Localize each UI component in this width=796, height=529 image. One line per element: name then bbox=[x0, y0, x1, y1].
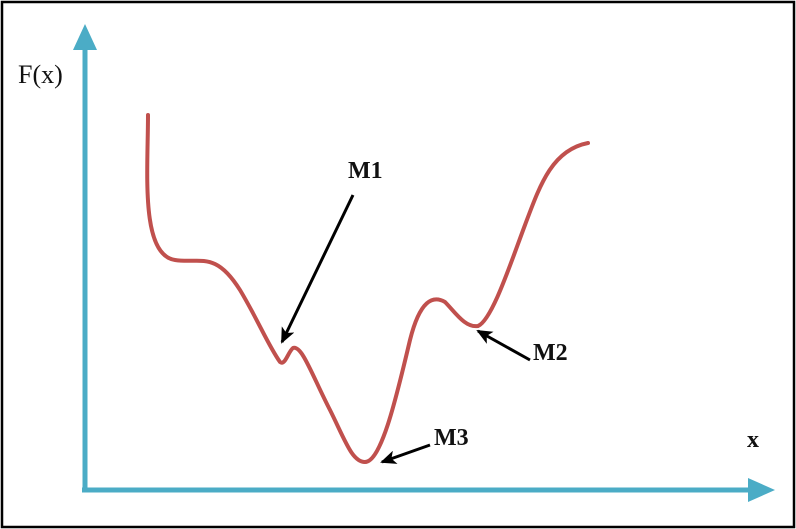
m1-arrow bbox=[280, 194, 355, 344]
m2-arrow bbox=[476, 329, 531, 362]
m3-label: M3 bbox=[434, 425, 469, 451]
y-axis-arrowhead bbox=[73, 24, 97, 50]
energy-curve bbox=[145, 113, 590, 464]
x-axis-label: x bbox=[747, 427, 759, 453]
m2-label: M2 bbox=[533, 340, 568, 366]
x-axis-arrowhead bbox=[748, 478, 775, 502]
m3-arrow bbox=[380, 443, 431, 464]
y-axis-label: F(x) bbox=[18, 60, 63, 89]
m1-label: M1 bbox=[348, 158, 383, 184]
